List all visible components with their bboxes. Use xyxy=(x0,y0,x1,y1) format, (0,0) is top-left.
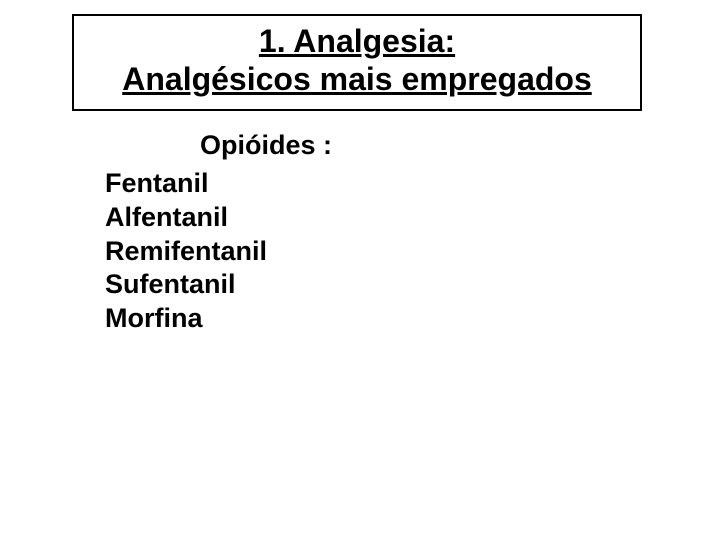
list-item: Fentanil xyxy=(105,167,332,201)
subtitle: Opióides : xyxy=(200,130,332,161)
title-line-1: 1. Analgesia: xyxy=(84,22,630,60)
content-block: Opióides : Fentanil Alfentanil Remifenta… xyxy=(105,130,332,336)
list-item: Sufentanil xyxy=(105,268,332,302)
list-item: Alfentanil xyxy=(105,201,332,235)
title-line-2: Analgésicos mais empregados xyxy=(84,60,630,98)
list-item: Remifentanil xyxy=(105,235,332,269)
list-item: Morfina xyxy=(105,302,332,336)
title-box: 1. Analgesia: Analgésicos mais empregado… xyxy=(72,14,642,111)
